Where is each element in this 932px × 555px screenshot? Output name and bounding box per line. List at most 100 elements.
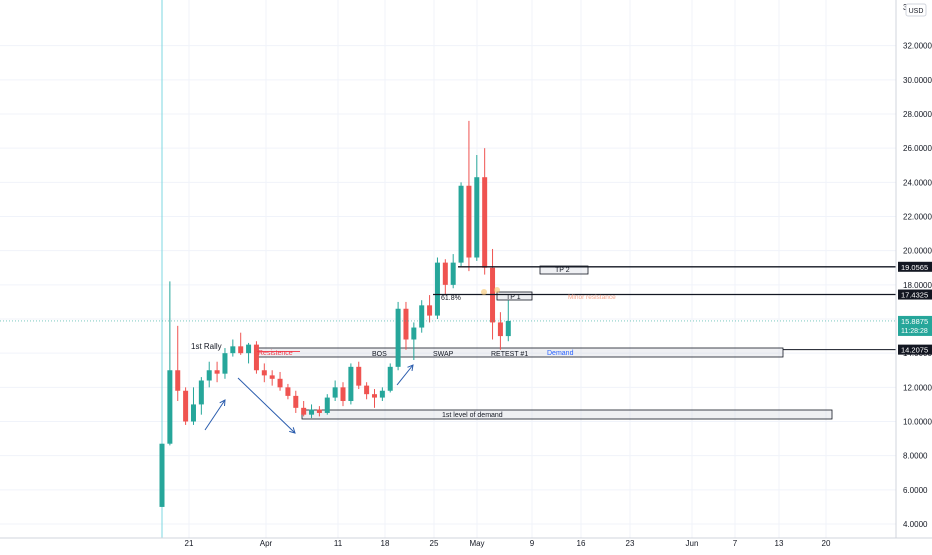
candle-body <box>316 409 322 413</box>
price-badge-value: 15.8875 <box>901 317 928 326</box>
candle-body <box>324 397 330 413</box>
label-demand: Demand <box>547 350 574 357</box>
label-1st-rally: 1st Rally <box>191 342 222 351</box>
tp2-box <box>539 265 589 275</box>
annotations: 1st Rally Resistence BOS SWAP RETEST #1 Deman… <box>191 267 616 419</box>
x-tick-label: 11 <box>334 539 343 548</box>
x-tick-label: 16 <box>577 539 586 548</box>
y-tick-label: 10.0000 <box>903 418 932 427</box>
grid <box>0 0 896 538</box>
candle-body <box>387 366 393 391</box>
x-tick-label: 13 <box>775 539 784 548</box>
label-bos: BOS <box>372 351 387 358</box>
candle-body <box>332 387 338 398</box>
y-tick-label: 26.0000 <box>903 144 932 153</box>
x-tick-label: 18 <box>381 539 390 548</box>
candle-body <box>474 177 480 258</box>
candle-body <box>269 375 275 379</box>
fib-marker <box>481 289 487 295</box>
candle-body <box>434 262 440 316</box>
label-first-demand: 1st level of demand <box>442 412 503 419</box>
candle-body <box>230 346 236 354</box>
label-minor-resistance: Minor resistance <box>568 294 616 301</box>
candle-body <box>497 322 503 337</box>
fib-marker <box>494 287 500 293</box>
y-tick-label: 28.0000 <box>903 110 932 119</box>
candle-body <box>411 327 417 340</box>
y-tick-label: 30.0000 <box>903 76 932 85</box>
y-tick-label: 24.0000 <box>903 178 932 187</box>
price-badge-value: 14.2075 <box>901 346 928 355</box>
x-tick-label: Apr <box>260 539 273 548</box>
price-badge-value: 19.0565 <box>901 263 928 272</box>
y-tick-label: 4.0000 <box>903 520 928 529</box>
price-badge-value: 17.4325 <box>901 291 928 300</box>
candle-body <box>395 308 401 367</box>
candle-body <box>466 185 472 258</box>
x-tick-label: 9 <box>530 539 535 548</box>
x-tick-label: May <box>469 539 484 548</box>
candle-body <box>253 344 259 371</box>
candle-body <box>505 320 511 337</box>
label-resistence: Resistence <box>258 350 293 357</box>
currency-badge[interactable] <box>905 3 927 17</box>
candle-body <box>293 395 299 408</box>
x-tick-label: 20 <box>822 539 831 548</box>
candle-body <box>371 394 377 398</box>
candle-body <box>246 344 252 354</box>
arrows <box>204 364 414 434</box>
y-tick-label: 22.0000 <box>903 213 932 222</box>
candle-body <box>175 370 181 391</box>
candle-body <box>458 185 464 263</box>
arrow-up-2 <box>396 364 414 386</box>
y-tick-label: 18.0000 <box>903 281 932 290</box>
price-badge <box>898 289 932 300</box>
candle-body <box>309 409 315 415</box>
candle-body <box>364 385 370 395</box>
candle-body <box>340 387 346 402</box>
candle-body <box>167 370 173 444</box>
candle-body <box>238 346 244 354</box>
candle-body <box>159 443 165 507</box>
arrow-up-1 <box>204 399 226 431</box>
candle-body <box>222 353 228 374</box>
x-tick-label: 21 <box>185 539 194 548</box>
candle-body <box>301 407 307 415</box>
label-tp2: TP 2 <box>555 267 570 274</box>
candle-body <box>403 308 409 340</box>
candle-body <box>427 305 433 316</box>
candle-body <box>214 370 220 374</box>
y-tick-label: 6.0000 <box>903 486 928 495</box>
price-badge <box>898 344 932 355</box>
x-tick-label: 25 <box>430 539 439 548</box>
y-tick-label: 20.0000 <box>903 247 932 256</box>
price-badge <box>898 261 932 272</box>
candle-body <box>285 387 291 396</box>
x-tick-label: Jun <box>686 539 699 548</box>
candle-body <box>348 366 354 402</box>
tp1-box <box>496 291 533 301</box>
y-tick-label: 12.0000 <box>903 383 932 392</box>
candle-body <box>356 366 362 386</box>
y-tick-label: 8.0000 <box>903 452 928 461</box>
candle-body <box>450 262 456 285</box>
levels <box>0 266 896 352</box>
first-demand-zone <box>301 409 833 420</box>
price-badge <box>898 315 932 336</box>
candle-body <box>261 370 267 376</box>
x-tick-label: 7 <box>733 539 738 548</box>
arrow-up-2-head <box>407 364 414 371</box>
currency-label: USD <box>909 8 924 15</box>
x-tick-label: 23 <box>626 539 635 548</box>
candle-body <box>442 262 448 285</box>
arrow-up-1-head <box>219 399 226 407</box>
candle-body <box>379 390 385 398</box>
candle-body <box>198 380 204 405</box>
candle-body <box>183 390 189 422</box>
candle-body <box>190 404 196 422</box>
arrow-down <box>237 377 296 434</box>
candle-body <box>419 305 425 328</box>
